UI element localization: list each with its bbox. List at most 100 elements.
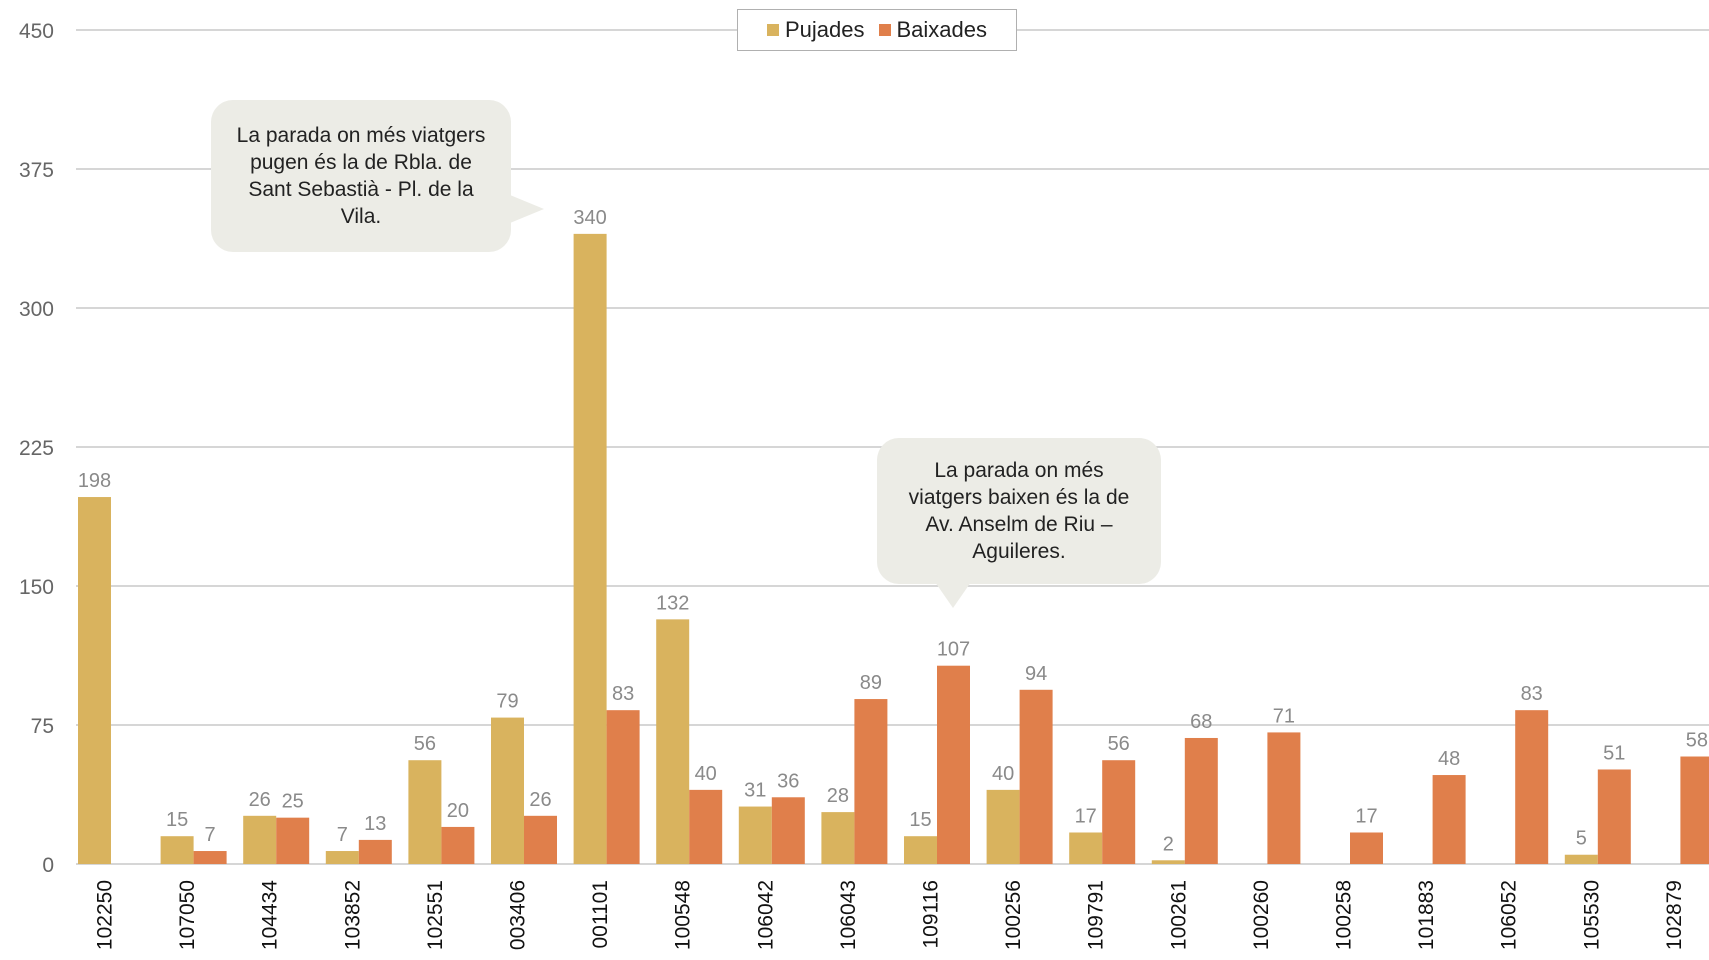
data-label-pujades-102250: 198 (78, 470, 111, 492)
bar-baixades-102551 (441, 826, 475, 864)
data-label-pujades-102551: 56 (414, 733, 436, 755)
bar-baixades-100261 (1184, 737, 1218, 864)
bars (78, 233, 1709, 864)
data-label-baixades-104434: 25 (282, 791, 304, 813)
x-tick-label-102879: 102879 (1663, 880, 1686, 950)
x-tick-label-003406: 003406 (507, 880, 530, 950)
x-tick-label-109116: 109116 (920, 880, 943, 949)
bar-pujades-109116 (904, 836, 937, 864)
bar-pujades-104434 (243, 815, 277, 864)
legend-swatch-baixades (878, 24, 891, 36)
x-tick-label-101883: 101883 (1415, 880, 1438, 950)
x-tick-label-001101: 001101 (589, 880, 612, 949)
data-label-baixades-106043: 89 (860, 672, 882, 694)
bar-pujades-106042 (738, 806, 772, 864)
data-label-baixades-001101: 83 (612, 683, 634, 705)
bar-baixades-106043 (854, 699, 888, 864)
data-label-pujades-100548: 132 (656, 592, 689, 614)
bar-baixades-107050 (193, 851, 227, 864)
x-tick-label-104434: 104434 (259, 880, 282, 950)
bar-pujades-100256 (986, 789, 1020, 864)
y-tick-label-450: 450 (19, 20, 54, 43)
data-label-pujades-106043: 28 (827, 785, 849, 807)
bar-baixades-109791 (1102, 760, 1136, 864)
legend-label-baixades: Baixades (896, 17, 988, 42)
bar-baixades-100258 (1350, 832, 1383, 864)
data-label-pujades-109791: 17 (1075, 805, 1097, 827)
x-tick-label-106052: 106052 (1498, 880, 1521, 950)
bar-baixades-105530 (1597, 769, 1631, 864)
y-tick-label-75: 75 (31, 715, 54, 738)
x-tick-label-100260: 100260 (1250, 880, 1273, 950)
bar-baixades-106052 (1515, 710, 1549, 864)
annotation-pointer-most-boardings (510, 195, 544, 223)
annotation-text-most-alightings: La parada on més viatgers baixen és la d… (908, 459, 1130, 563)
data-label-baixades-100256: 94 (1025, 663, 1047, 685)
data-label-pujades-104434: 26 (249, 789, 271, 811)
bar-baixades-102879 (1680, 756, 1709, 864)
data-label-pujades-100256: 40 (992, 763, 1014, 785)
data-label-pujades-003406: 79 (496, 691, 518, 713)
bar-baixades-104434 (276, 817, 310, 864)
data-label-pujades-106042: 31 (744, 780, 766, 802)
data-label-pujades-105530: 5 (1576, 828, 1587, 850)
data-label-baixades-106052: 83 (1521, 683, 1543, 705)
x-tick-label-103852: 103852 (341, 880, 364, 950)
x-tick-label-102250: 102250 (94, 880, 117, 950)
data-label-pujades-107050: 15 (166, 809, 188, 831)
x-tick-label-105530: 105530 (1580, 880, 1603, 950)
data-label-baixades-102551: 20 (447, 800, 469, 822)
bar-pujades-103852 (325, 851, 359, 864)
data-label-baixades-100258: 17 (1355, 805, 1377, 827)
y-tick-label-150: 150 (19, 576, 54, 599)
data-label-pujades-103852: 7 (337, 824, 348, 846)
x-tick-label-100258: 100258 (1333, 880, 1356, 950)
bar-pujades-102250 (78, 497, 111, 864)
legend-item-baixades: Baixades (878, 17, 988, 43)
y-axis-ticks: 0 75 150 225 300 375 450 (19, 20, 54, 877)
data-label-pujades-100261: 2 (1163, 833, 1174, 855)
bar-pujades-001101 (573, 233, 607, 864)
x-axis-ticks: 102250 107050 104434 103852 102551 003406 0011… (94, 880, 1686, 950)
bar-baixades-100256 (1019, 689, 1053, 864)
legend-item-pujades: Pujades (766, 17, 865, 43)
data-label-baixades-109116: 107 (937, 639, 970, 661)
x-tick-label-100261: 100261 (1167, 880, 1190, 950)
annotation-callout-most-alightings: La parada on més viatgers baixen és la d… (877, 438, 1161, 584)
data-label-baixades-100260: 71 (1273, 705, 1295, 727)
y-tick-label-0: 0 (42, 854, 54, 877)
x-tick-label-106042: 106042 (754, 880, 777, 950)
y-tick-label-300: 300 (19, 298, 54, 321)
bar-baixades-103852 (358, 839, 392, 864)
x-tick-label-100256: 100256 (1002, 880, 1025, 950)
bar-baixades-100260 (1267, 732, 1301, 864)
y-tick-label-375: 375 (19, 159, 54, 182)
bar-pujades-107050 (160, 836, 194, 864)
bar-pujades-003406 (491, 717, 524, 864)
data-label-baixades-100261: 68 (1190, 711, 1212, 733)
legend-swatch-pujades (766, 24, 779, 36)
data-label-baixades-102879: 58 (1686, 730, 1708, 752)
data-label-baixades-107050: 7 (205, 824, 216, 846)
y-tick-label-225: 225 (19, 437, 54, 460)
bar-baixades-003406 (524, 815, 557, 864)
bar-baixades-100548 (689, 789, 723, 864)
x-tick-label-109791: 109791 (1085, 880, 1108, 950)
legend-label-pujades: Pujades (784, 17, 865, 42)
bar-pujades-109791 (1069, 832, 1103, 864)
bar-pujades-100261 (1151, 860, 1185, 864)
data-label-baixades-003406: 26 (529, 789, 551, 811)
bar-baixades-106042 (771, 797, 805, 864)
data-label-baixades-105530: 51 (1603, 742, 1625, 764)
data-label-baixades-106042: 36 (777, 770, 799, 792)
annotation-pointer-most-alightings (935, 582, 971, 608)
x-tick-label-106043: 106043 (837, 880, 860, 950)
annotation-callout-most-boardings: La parada on més viatgers pugen és la de… (211, 100, 511, 252)
x-tick-label-100548: 100548 (672, 880, 695, 950)
data-label-baixades-101883: 48 (1438, 748, 1460, 770)
x-tick-label-107050: 107050 (176, 880, 199, 950)
bar-baixades-001101 (606, 710, 640, 864)
bar-pujades-102551 (408, 760, 442, 864)
chart-legend: Pujades Baixades (737, 9, 1017, 51)
